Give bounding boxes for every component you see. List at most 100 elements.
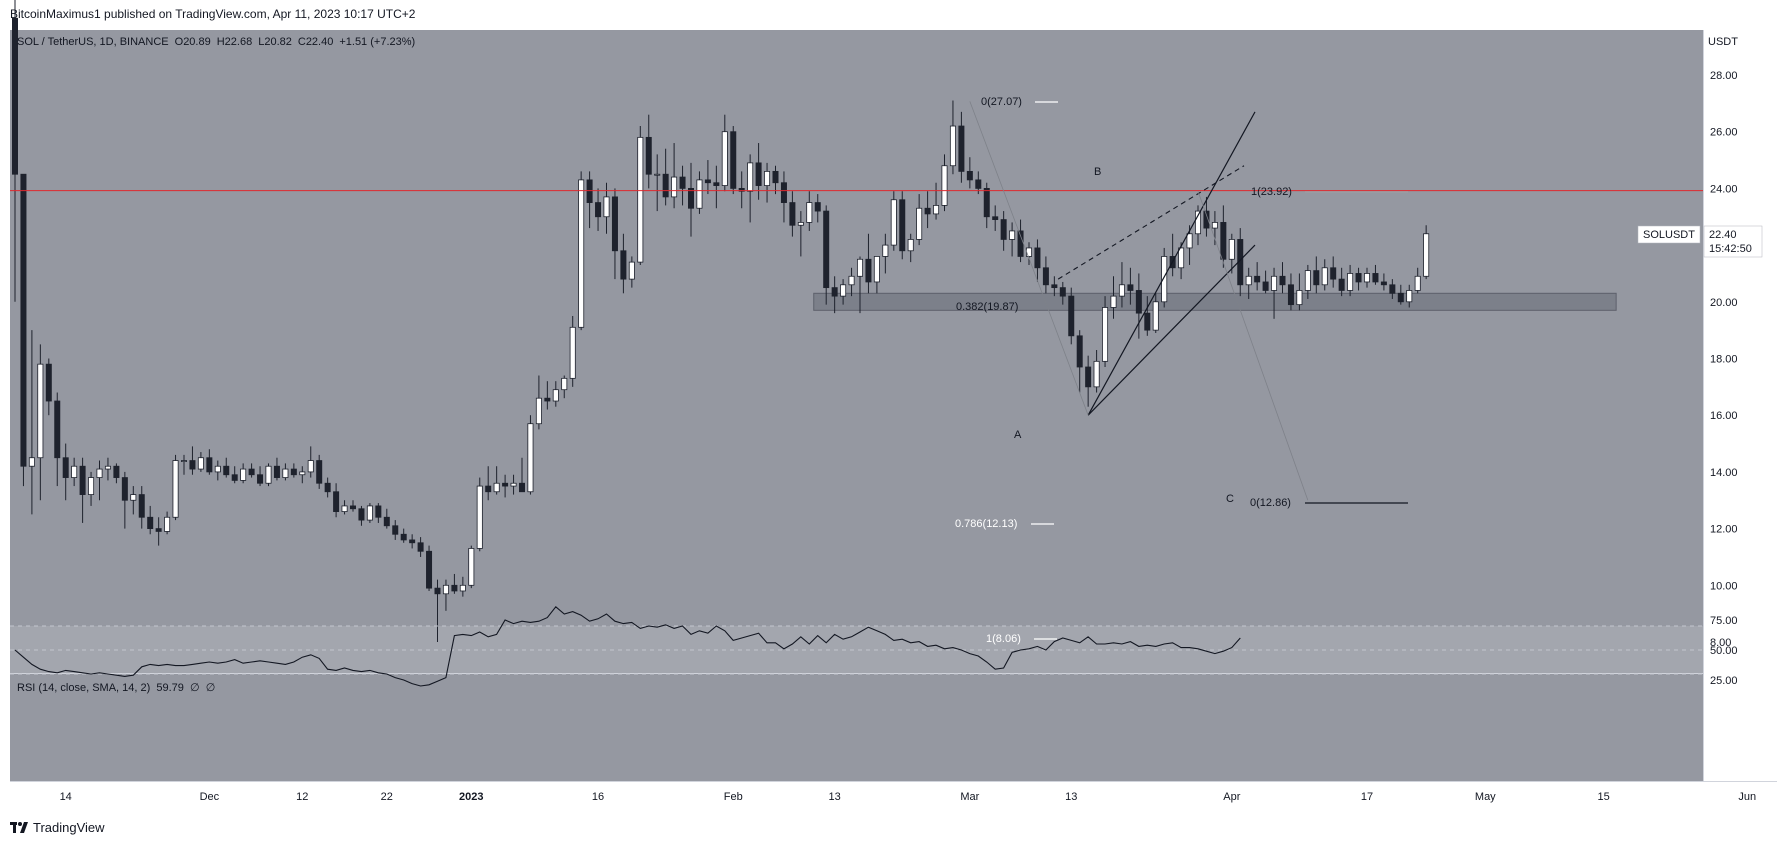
- wave-c-line: [1197, 191, 1309, 501]
- candle-2023-01-08: [527, 415, 534, 495]
- support-zone[interactable]: [813, 292, 1617, 311]
- price-badge[interactable]: SOLUSDT 22.40 15:42:50: [1637, 225, 1763, 258]
- candle-body: [1220, 222, 1227, 260]
- candle-2023-01-06: [510, 474, 517, 495]
- candle-2023-02-10: [806, 191, 813, 231]
- candle-body: [924, 207, 931, 215]
- candle-body: [1338, 278, 1345, 291]
- candle-2023-01-23: [654, 154, 661, 212]
- last-price: 22.40: [1709, 229, 1737, 241]
- symbol-pair: SOL / TetherUS, 1D, BINANCE O20.89 H22.68 L…: [17, 36, 415, 48]
- rsi-tick-25.00: 25.00: [1710, 675, 1738, 687]
- candle-body: [20, 173, 27, 467]
- candle-2023-03-17: [1102, 296, 1109, 368]
- time-tick-13: 13: [829, 791, 841, 803]
- candle-body: [248, 468, 255, 476]
- candle-body: [240, 468, 247, 481]
- candle-2022-11-27: [172, 454, 179, 521]
- candle-2023-03-01: [966, 157, 973, 189]
- candle-2023-03-05: [1000, 211, 1007, 251]
- candle-body: [223, 465, 230, 476]
- candle-body: [1414, 275, 1421, 291]
- candle-body: [1372, 273, 1379, 283]
- candle-body: [1330, 267, 1337, 280]
- candle-2023-02-17: [865, 233, 872, 294]
- candle-2023-01-05: [502, 474, 509, 498]
- candle-body: [992, 216, 999, 220]
- candle-body: [831, 287, 838, 297]
- time-tick-15: 15: [1597, 791, 1609, 803]
- candle-body: [1093, 360, 1100, 388]
- candle-2023-04-06: [1271, 267, 1278, 319]
- channel-upper-line[interactable]: [1087, 111, 1256, 416]
- candle-2023-02-24: [924, 191, 931, 229]
- candle-2023-03-15: [1085, 355, 1092, 407]
- candle-2023-02-11: [814, 194, 821, 223]
- candle-2023-01-07: [519, 457, 526, 493]
- candle-body: [96, 468, 103, 478]
- time-tick-Dec: Dec: [200, 791, 220, 803]
- candle-body: [231, 474, 238, 481]
- candle-body: [611, 196, 618, 252]
- candle-body: [823, 210, 830, 289]
- candle-body: [671, 176, 678, 198]
- candle-body: [1144, 312, 1151, 331]
- candle-body: [502, 482, 509, 487]
- candle-2023-04-04: [1254, 262, 1261, 291]
- candle-body: [290, 468, 297, 476]
- candle-body: [147, 516, 154, 530]
- candle-body: [37, 363, 44, 459]
- candle-body: [1279, 275, 1286, 286]
- candle-2023-01-03: [485, 466, 492, 501]
- candle-body: [637, 136, 644, 263]
- candle-body: [1009, 230, 1016, 240]
- time-tick-Mar: Mar: [960, 791, 979, 803]
- candle-2022-11-10: [28, 330, 35, 515]
- candle-2022-11-08: [11, 0, 18, 302]
- candle-2022-11-26: [164, 511, 171, 535]
- candle-body: [848, 275, 855, 286]
- rsi-tick-50.00: 50.00: [1710, 645, 1738, 657]
- candle-body: [1102, 307, 1109, 362]
- candle-body: [975, 179, 982, 189]
- wave-labels: A B C: [1014, 166, 1234, 505]
- candle-body: [789, 202, 796, 226]
- candle-body: [468, 548, 475, 586]
- candle-2023-04-18: [1372, 264, 1379, 285]
- candle-body: [172, 460, 179, 518]
- candle-2022-11-15: [71, 457, 78, 487]
- candle-body: [62, 457, 69, 478]
- candle-body: [1304, 270, 1311, 291]
- candle-body: [113, 465, 120, 478]
- candle-2023-01-20: [628, 256, 635, 288]
- candle-2023-03-31: [1220, 205, 1227, 268]
- candle-2023-03-04: [992, 205, 999, 231]
- time-tick-14: 14: [60, 791, 72, 803]
- price-tick-16.00: 16.00: [1710, 410, 1738, 422]
- candle-2023-04-01: [1228, 233, 1235, 274]
- tradingview-logo-icon: [10, 822, 28, 833]
- candle-2023-03-12: [1059, 281, 1066, 305]
- price-tick-28.00: 28.00: [1710, 70, 1738, 82]
- candle-2023-01-04: [493, 466, 500, 495]
- candle-2022-12-04: [231, 466, 238, 484]
- candle-2022-11-16: [79, 457, 86, 523]
- candle-2023-03-16: [1093, 349, 1100, 393]
- candle-2023-02-20: [890, 191, 897, 251]
- wave-b-label: B: [1094, 166, 1101, 178]
- candle-body: [349, 505, 356, 510]
- footer-brand[interactable]: TradingView: [10, 820, 105, 835]
- candle-body: [282, 468, 289, 478]
- candle-body: [552, 389, 559, 402]
- candle-2023-04-19: [1380, 273, 1387, 291]
- candle-body: [121, 477, 128, 501]
- candle-2023-04-08: [1287, 273, 1294, 311]
- candle-2022-12-02: [214, 460, 221, 481]
- candle-body: [958, 125, 965, 172]
- candle-2022-12-16: [333, 483, 340, 518]
- candle-body: [806, 202, 813, 223]
- candle-2023-01-12: [561, 375, 568, 399]
- candle-body: [1271, 275, 1278, 291]
